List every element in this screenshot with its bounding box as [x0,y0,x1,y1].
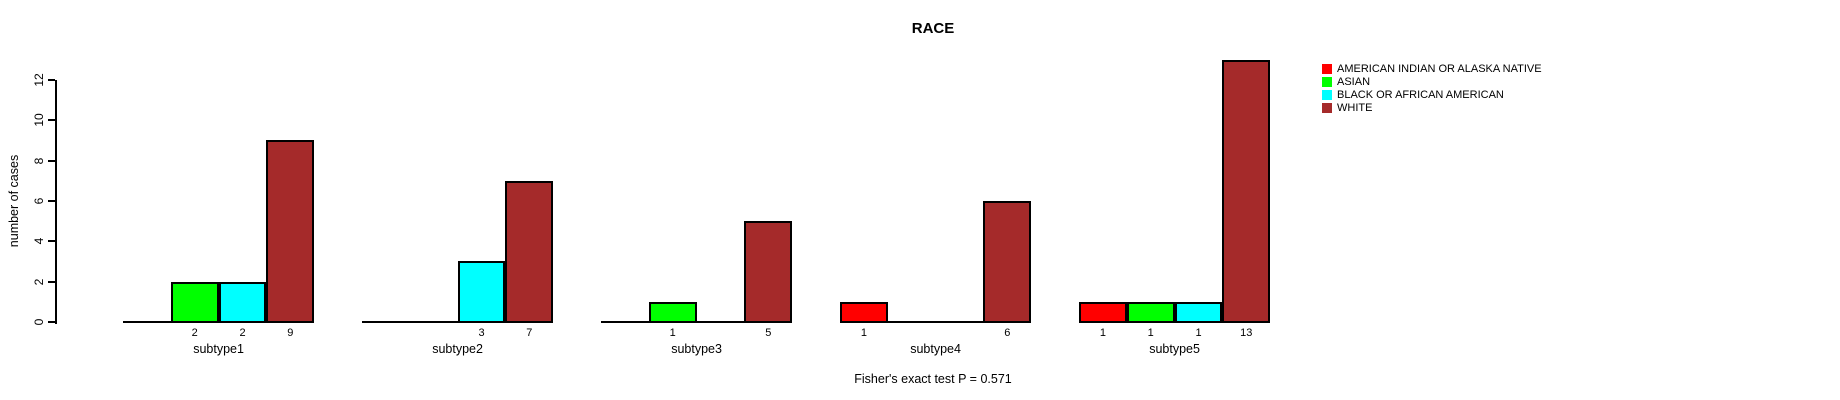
category-label: subtype2 [432,342,483,356]
y-tick-mark [48,199,55,202]
bar [1222,59,1271,323]
bar [457,261,506,323]
bar-value-label: 1 [860,327,867,339]
category-label: subtype1 [193,342,244,356]
baseline-segment [840,321,1032,323]
bar [1174,301,1223,323]
legend-swatch [1322,90,1332,100]
y-tick-label: 2 [32,278,46,285]
bar-value-label: 9 [287,327,294,339]
bar-value-label: 2 [191,327,198,339]
y-axis-line [55,79,57,324]
legend-label: WHITE [1337,102,1373,114]
y-tick-mark [48,159,55,162]
baseline-segment [601,321,793,323]
y-tick-mark [48,240,55,243]
y-tick-label: 4 [32,237,46,245]
bar-value-label: 5 [765,327,772,339]
y-tick-mark [48,78,55,81]
caption: Fisher's exact test P = 0.571 [854,372,1012,386]
chart-title: RACE [911,20,955,37]
legend-label: BLACK OR AFRICAN AMERICAN [1337,89,1504,101]
legend-swatch [1322,103,1332,113]
legend-label: AMERICAN INDIAN OR ALASKA NATIVE [1337,63,1542,75]
bar-value-label: 1 [1099,327,1106,339]
bar-value-label: 13 [1240,327,1253,339]
y-tick-label: 8 [32,157,46,164]
legend-item: BLACK OR AFRICAN AMERICAN [1322,89,1582,101]
y-tick-label: 10 [32,113,46,127]
y-tick-mark [48,280,55,283]
legend-item: ASIAN [1322,76,1582,88]
legend-swatch [1322,64,1332,74]
legend-item: WHITE [1322,102,1582,114]
y-tick-mark [48,321,55,323]
bar [1126,301,1175,323]
bar [505,180,554,323]
bar [1079,301,1127,323]
legend-label: ASIAN [1337,76,1371,88]
bar-value-label: 1 [669,327,676,339]
bar [983,200,1032,323]
y-tick-mark [48,119,55,122]
bar-value-label: 2 [239,327,246,339]
legend-item: AMERICAN INDIAN OR ALASKA NATIVE [1322,63,1582,75]
category-label: subtype3 [671,342,722,356]
bar-value-label: 1 [1147,327,1154,339]
bar [648,301,697,323]
category-label: subtype4 [910,342,961,356]
bar-value-label: 7 [526,327,533,339]
y-tick-label: 0 [32,318,46,326]
bar [170,281,219,323]
bar [744,221,793,323]
bar [840,301,888,323]
category-label: subtype5 [1149,342,1200,356]
y-tick-label: 12 [32,73,46,87]
y-tick-label: 6 [32,197,46,205]
bar [266,140,315,323]
y-axis-label: number of cases [7,154,21,248]
bar-value-label: 1 [1195,327,1202,339]
legend-swatch [1322,77,1332,87]
bar-value-label: 6 [1004,327,1011,339]
bar [218,281,267,323]
bar-value-label: 3 [478,327,485,339]
